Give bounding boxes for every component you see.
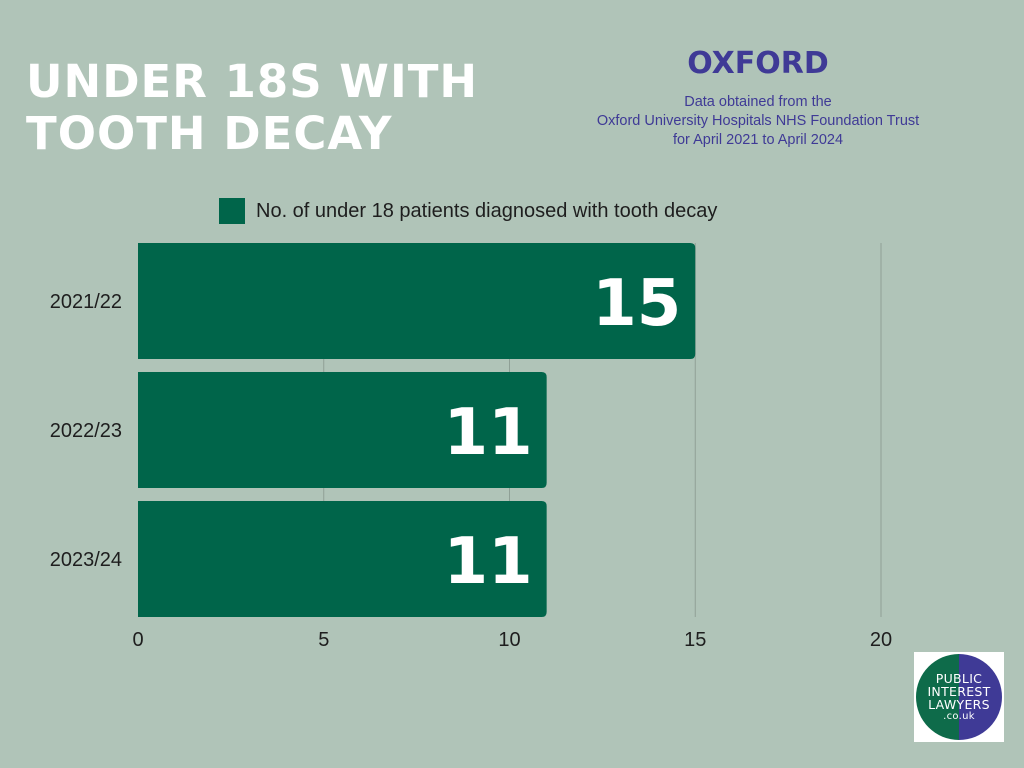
city-heading: OXFORD	[687, 46, 829, 81]
y-category-label: 2021/22	[50, 291, 122, 313]
logo-text-line-3: LAWYERS	[928, 696, 990, 712]
chart-title: UNDER 18S WITH TOOTH DECAY	[26, 56, 546, 160]
logo-circle: PUBLIC INTEREST LAWYERS .co.uk	[916, 654, 1002, 740]
logo-text-line-2: INTEREST	[927, 683, 991, 699]
chart-title-line-1: UNDER 18S WITH	[26, 55, 479, 108]
logo-text-line-1: PUBLIC	[935, 670, 983, 686]
x-tick-label: 20	[870, 629, 892, 651]
bar-2022-23	[138, 372, 547, 488]
legend-label: No. of under 18 patients diagnosed with …	[256, 199, 718, 222]
logo-text-line-4: .co.uk	[943, 710, 975, 722]
bar-2021-22	[138, 243, 696, 359]
y-category-label: 2022/23	[50, 420, 122, 442]
x-tick-label: 15	[684, 629, 706, 651]
source-line-1: Data obtained from the	[684, 94, 832, 110]
bar-value-label: 15	[592, 267, 681, 341]
x-tick-label: 10	[498, 629, 520, 651]
chart-title-line-2: TOOTH DECAY	[26, 107, 393, 160]
bar-value-label: 11	[444, 396, 533, 470]
bar-value-label: 11	[444, 525, 533, 599]
y-category-label: 2023/24	[50, 549, 122, 571]
public-interest-lawyers-logo: PUBLIC INTEREST LAWYERS .co.uk	[914, 652, 1004, 742]
chart-legend: No. of under 18 patients diagnosed with …	[219, 198, 717, 224]
source-line-3: for April 2021 to April 2024	[672, 132, 844, 148]
source-line-2: Oxford University Hospitals NHS Foundati…	[596, 113, 920, 129]
x-tick-label: 5	[318, 629, 329, 651]
data-source-note: Data obtained from the Oxford University…	[548, 93, 968, 150]
x-tick-label: 0	[132, 629, 143, 651]
bar-2023-24	[138, 501, 547, 617]
legend-swatch	[219, 198, 245, 224]
